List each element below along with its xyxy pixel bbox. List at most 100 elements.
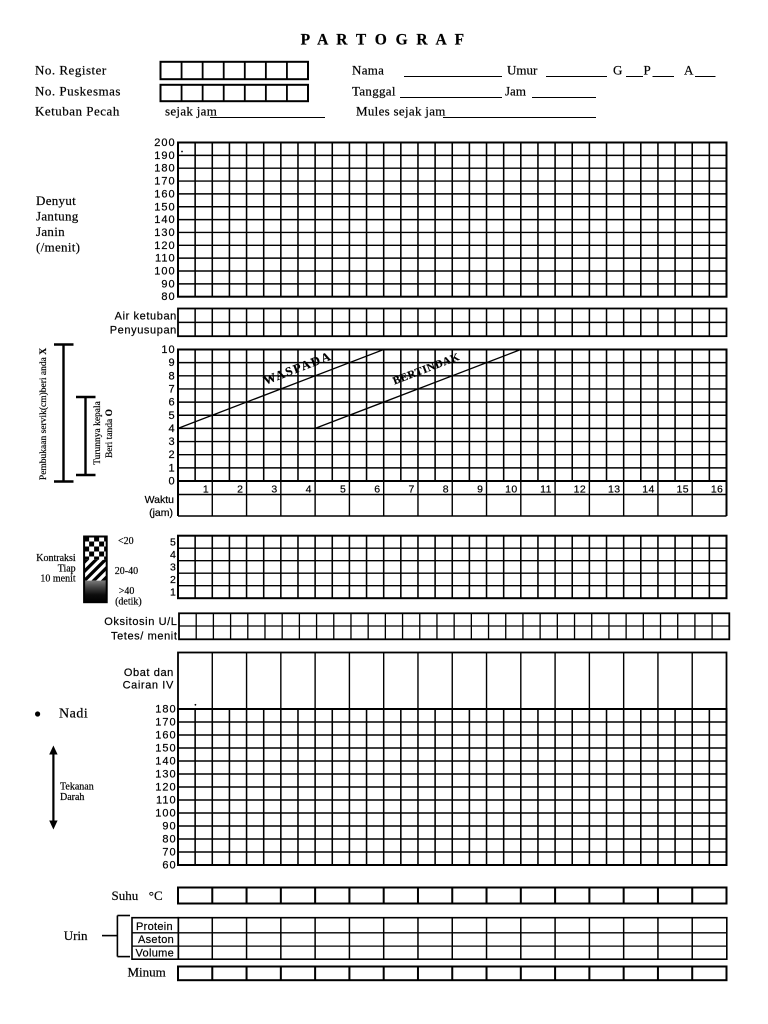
svg-text:5: 5 (170, 537, 176, 549)
svg-text:>40: >40 (119, 586, 135, 597)
svg-text:Tetes/ menit: Tetes/ menit (111, 631, 178, 643)
svg-text:Obat dan: Obat dan (124, 667, 174, 679)
svg-text:80: 80 (161, 291, 175, 303)
svg-text:Umur: Umur (507, 63, 538, 78)
svg-text:Nama: Nama (352, 63, 384, 78)
svg-text:170: 170 (154, 176, 175, 188)
svg-text:1: 1 (170, 587, 176, 599)
svg-text:9: 9 (477, 483, 483, 495)
svg-text:80: 80 (162, 834, 176, 846)
svg-text:140: 140 (154, 214, 175, 226)
svg-text:°C: °C (149, 888, 163, 903)
svg-text:Jam: Jam (505, 84, 526, 99)
svg-text:90: 90 (162, 821, 176, 833)
svg-text:(jam): (jam) (149, 507, 173, 519)
svg-text:Turunnya kepala: Turunnya kepala (93, 400, 103, 465)
svg-text:Pembukaan servik(cm)beri anda: Pembukaan servik(cm)beri anda X (38, 348, 49, 480)
svg-text:Darah: Darah (60, 792, 84, 803)
svg-text:2: 2 (237, 483, 243, 495)
svg-text:170: 170 (155, 717, 176, 729)
svg-text:Ketuban Pecah: Ketuban Pecah (35, 104, 120, 119)
svg-text:0: 0 (168, 476, 175, 488)
svg-text:160: 160 (155, 730, 176, 742)
svg-text:P A R T O G R A F: P A R T O G R A F (301, 32, 467, 49)
svg-text:10 menit: 10 menit (40, 574, 75, 585)
svg-text:4: 4 (168, 423, 175, 435)
svg-text:15: 15 (677, 483, 689, 495)
svg-text:140: 140 (155, 756, 176, 768)
svg-text:sejak jam: sejak jam (165, 104, 217, 119)
svg-text:Urin: Urin (64, 928, 88, 943)
svg-text:130: 130 (154, 227, 175, 239)
svg-text:A: A (684, 63, 694, 78)
svg-text:8: 8 (443, 483, 449, 495)
svg-text:11: 11 (540, 483, 552, 495)
svg-text:14: 14 (642, 483, 654, 495)
svg-text:70: 70 (162, 847, 176, 859)
svg-text:180: 180 (155, 704, 176, 716)
svg-text:2: 2 (170, 574, 176, 586)
svg-text:110: 110 (156, 795, 177, 807)
svg-text:Oksitosin U/L: Oksitosin U/L (104, 616, 177, 628)
svg-text:8: 8 (168, 370, 175, 382)
svg-text:12: 12 (574, 483, 586, 495)
svg-text:200: 200 (154, 137, 175, 149)
svg-text:Mules sejak jam: Mules sejak jam (356, 104, 446, 119)
svg-text:10: 10 (161, 344, 175, 356)
svg-text:Tiap: Tiap (58, 564, 76, 575)
svg-text:Tanggal: Tanggal (352, 84, 396, 99)
svg-text:5: 5 (168, 410, 175, 422)
svg-text:No. Register: No. Register (35, 63, 107, 78)
svg-text:Penyusupan: Penyusupan (110, 324, 177, 336)
svg-text:90: 90 (161, 278, 175, 290)
svg-text:Volume: Volume (136, 947, 175, 959)
svg-text:Jantung: Jantung (36, 209, 79, 224)
svg-text:No. Puskesmas: No. Puskesmas (35, 84, 121, 99)
svg-text:150: 150 (154, 201, 175, 213)
svg-text:Denyut: Denyut (36, 193, 76, 208)
svg-text:1: 1 (203, 483, 209, 495)
svg-text:7: 7 (168, 383, 175, 395)
svg-text:Nadi: Nadi (59, 707, 88, 722)
svg-text:Kontraksi: Kontraksi (36, 553, 76, 564)
svg-text:16: 16 (711, 483, 723, 495)
svg-text:3: 3 (170, 562, 176, 574)
svg-text:150: 150 (155, 743, 176, 755)
svg-text:13: 13 (608, 483, 620, 495)
svg-text:Aseton: Aseton (138, 934, 174, 946)
svg-text:1: 1 (168, 462, 175, 474)
svg-text:3: 3 (168, 436, 175, 448)
svg-text:Janin: Janin (36, 224, 65, 239)
svg-text:Air ketuban: Air ketuban (115, 311, 177, 323)
svg-text:100: 100 (154, 266, 175, 278)
svg-text:5: 5 (340, 483, 346, 495)
svg-text:4: 4 (306, 483, 312, 495)
svg-text:160: 160 (154, 188, 175, 200)
svg-text:60: 60 (162, 860, 176, 872)
svg-text:Tekanan: Tekanan (60, 781, 94, 792)
svg-text:G: G (613, 63, 622, 78)
svg-text:6: 6 (374, 483, 380, 495)
svg-text:4: 4 (170, 549, 176, 561)
svg-text:110: 110 (155, 253, 176, 265)
svg-text:100: 100 (155, 808, 176, 820)
svg-text:10: 10 (505, 483, 517, 495)
svg-text:Protein: Protein (136, 921, 173, 933)
svg-text:Cairan IV: Cairan IV (123, 679, 174, 691)
svg-text:2: 2 (168, 449, 175, 461)
svg-text:120: 120 (154, 240, 175, 252)
svg-text:3: 3 (271, 483, 277, 495)
svg-text:(/menit): (/menit) (36, 239, 80, 254)
svg-text:BERTINDAK: BERTINDAK (391, 351, 461, 388)
svg-text:120: 120 (155, 782, 176, 794)
svg-text:Suhu: Suhu (112, 888, 139, 903)
svg-text:(detik): (detik) (115, 597, 142, 608)
svg-text:190: 190 (154, 150, 175, 162)
svg-text:130: 130 (155, 769, 176, 781)
svg-text:9: 9 (168, 357, 175, 369)
svg-text:6: 6 (168, 397, 175, 409)
svg-text:20-40: 20-40 (115, 566, 138, 577)
svg-text:Minum: Minum (128, 964, 166, 979)
svg-text:P: P (644, 63, 651, 78)
svg-text:180: 180 (154, 163, 175, 175)
